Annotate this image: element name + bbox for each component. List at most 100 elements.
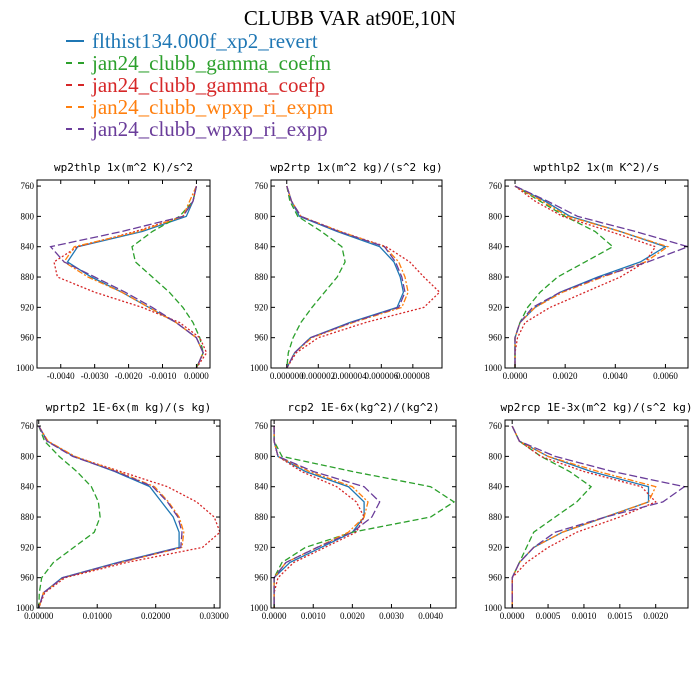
series-line <box>38 425 101 608</box>
series-line <box>511 425 593 608</box>
legend-line-swatch <box>66 62 84 64</box>
plot-frame <box>504 179 689 369</box>
series-line <box>286 185 405 368</box>
y-tick-label: 760 <box>255 421 269 431</box>
x-tick-label: 0.0005 <box>536 611 561 621</box>
legend-line-swatch <box>66 40 84 42</box>
legend-label: flthist134.000f_xp2_revert <box>92 29 318 53</box>
y-tick-label: 880 <box>489 272 503 282</box>
x-tick-label: -0.0010 <box>149 371 177 381</box>
x-tick-label: -0.0020 <box>115 371 143 381</box>
y-tick-label: 880 <box>255 272 269 282</box>
y-tick-label: 1000 <box>484 603 503 613</box>
y-tick-label: 1000 <box>250 603 269 613</box>
panel: wp2thlp 1x(m^2 K)/s^2 760 800 840 880 920 960 1… <box>16 161 211 381</box>
y-tick-label: 800 <box>21 451 35 461</box>
legend-item: jan24_clubb_gamma_coefm <box>66 52 333 74</box>
y-tick-label: 840 <box>489 482 503 492</box>
legend-item: jan24_clubb_wpxp_ri_expm <box>66 96 333 118</box>
legend-line-swatch <box>66 106 84 108</box>
y-tick-label: 1000 <box>16 603 35 613</box>
panel-title: rcp2 1E-6x(kg^2)/(kg^2) <box>287 401 439 414</box>
legend-line-swatch <box>66 84 84 86</box>
legend: flthist134.000f_xp2_revert jan24_clubb_g… <box>66 30 333 140</box>
y-tick-label: 960 <box>489 333 503 343</box>
x-tick-label: 0.0000 <box>262 611 287 621</box>
panel: wpthlp2 1x(m K^2)/s 760 800 840 880 920 960 100… <box>484 161 689 381</box>
x-tick-label: 0.000006 <box>364 371 398 381</box>
y-tick-label: 840 <box>255 482 269 492</box>
x-tick-label: -0.0030 <box>81 371 109 381</box>
x-tick-label: 0.01000 <box>83 611 113 621</box>
x-tick-label: 0.03000 <box>200 611 230 621</box>
x-tick-label: 0.0020 <box>643 611 668 621</box>
y-tick-label: 880 <box>255 512 269 522</box>
y-tick-label: 760 <box>489 421 503 431</box>
plot-frame <box>36 419 221 609</box>
series-line <box>514 185 667 368</box>
series-line <box>286 185 441 368</box>
y-tick-label: 800 <box>255 451 269 461</box>
series-line <box>273 426 365 608</box>
y-tick-label: 1000 <box>16 363 35 373</box>
y-tick-label: 880 <box>21 272 35 282</box>
x-tick-label: 0.0015 <box>607 611 632 621</box>
x-tick-label: 0.0040 <box>603 371 628 381</box>
series-line <box>49 185 204 368</box>
x-tick-label: 0.0010 <box>301 611 326 621</box>
x-tick-label: 0.000004 <box>333 371 367 381</box>
panel-title: wpthlp2 1x(m K^2)/s <box>534 161 660 174</box>
legend-label: jan24_clubb_wpxp_ri_expm <box>92 95 334 119</box>
series-line <box>273 426 456 608</box>
y-tick-label: 880 <box>489 512 503 522</box>
y-tick-label: 760 <box>255 181 269 191</box>
y-tick-label: 920 <box>255 302 269 312</box>
y-tick-label: 800 <box>489 211 503 221</box>
plot-frame <box>270 179 443 369</box>
y-tick-label: 760 <box>21 181 35 191</box>
series-line <box>511 425 650 608</box>
x-tick-label: 0.0020 <box>340 611 365 621</box>
panel-title: wprtp2 1E-6x(m kg)/(s kg) <box>46 401 212 414</box>
series-group <box>38 425 220 608</box>
y-tick-label: 920 <box>489 542 503 552</box>
y-tick-label: 840 <box>21 242 35 252</box>
series-group <box>514 185 688 368</box>
series-line <box>38 425 183 608</box>
series-line <box>514 185 688 368</box>
y-tick-label: 960 <box>255 573 269 583</box>
x-tick-label: 0.0040 <box>418 611 443 621</box>
y-tick-label: 800 <box>255 211 269 221</box>
legend-item: flthist134.000f_xp2_revert <box>66 30 333 52</box>
y-tick-label: 920 <box>255 542 269 552</box>
series-line <box>514 185 670 368</box>
x-tick-label: 0.000000 <box>270 371 304 381</box>
legend-line-swatch <box>66 128 84 130</box>
figure-title: CLUBB VAR at90E,10N <box>243 6 457 30</box>
panel-title: wp2rtp 1x(m^2 kg)/(s^2 kg) <box>270 161 442 174</box>
y-tick-label: 840 <box>489 242 503 252</box>
x-tick-label: 0.000002 <box>301 371 335 381</box>
panel: wp2rtp 1x(m^2 kg)/(s^2 kg)760 800 840 880 92… <box>250 161 443 381</box>
plot-frame <box>504 419 689 609</box>
x-tick-label: 0.0020 <box>553 371 578 381</box>
series-group <box>286 185 441 368</box>
x-tick-label: 0.0060 <box>653 371 678 381</box>
plot-frame <box>270 419 457 609</box>
series-line <box>38 425 185 608</box>
x-tick-label: 0.0000 <box>503 371 528 381</box>
y-tick-label: 920 <box>21 302 35 312</box>
y-tick-label: 1000 <box>484 363 503 373</box>
x-tick-label: 0.0030 <box>379 611 404 621</box>
x-tick-label: 0.02000 <box>141 611 171 621</box>
series-line <box>514 185 657 368</box>
series-line <box>273 426 369 608</box>
panel: wprtp2 1E-6x(m kg)/(s kg) 760 800 840 880 920… <box>16 401 229 621</box>
series-group <box>49 185 208 368</box>
series-line <box>38 425 180 608</box>
series-line <box>511 425 657 608</box>
series-line <box>286 185 346 368</box>
y-tick-label: 840 <box>255 242 269 252</box>
y-tick-label: 920 <box>489 302 503 312</box>
